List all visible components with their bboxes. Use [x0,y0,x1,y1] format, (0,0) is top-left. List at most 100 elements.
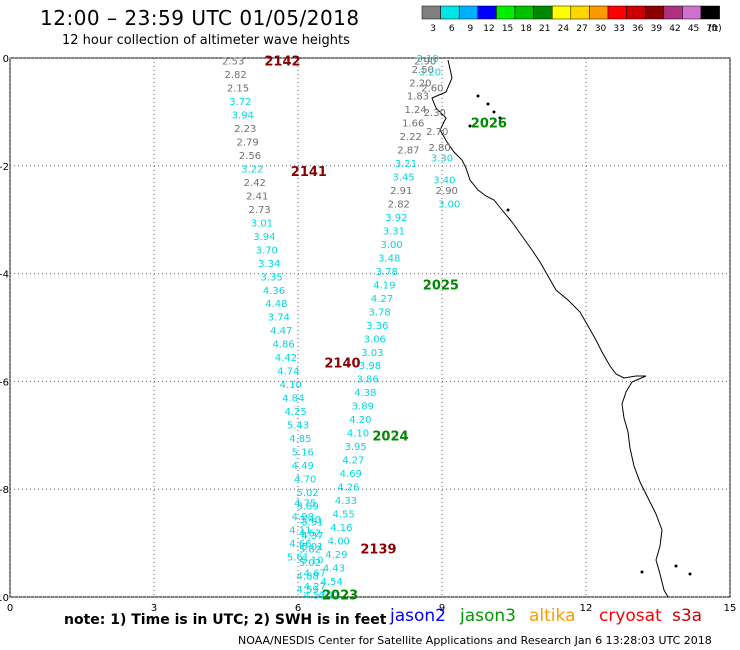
wave-height-value: 1.24 [404,105,426,116]
wave-height-value: 3.78 [376,267,398,278]
x-tick-label: 9 [439,603,445,614]
wave-height-value: 2.70 [426,127,448,138]
footer-note: note: 1) Time is in UTC; 2) SWH is in fe… [64,612,387,628]
wave-height-value: 4.69 [340,469,362,480]
wave-height-value: 3.95 [344,442,366,453]
wave-height-value: 3.34 [258,259,280,270]
wave-height-value: 4.59 [296,585,318,596]
wave-height-value: 3.94 [232,111,254,122]
wave-height-value: 1.83 [407,92,429,103]
wave-height-value: 3.89 [296,501,318,512]
wave-height-value: 4.98 [292,512,314,523]
x-tick-label: 3 [151,603,157,614]
track-label: 2024 [372,429,408,444]
island-marker [688,572,692,576]
wave-height-value: 4.38 [354,388,376,399]
wave-height-value: 4.47 [270,326,292,337]
island-marker [492,110,496,114]
wave-height-value: 3.94 [253,232,275,243]
legend-swatch [607,5,627,20]
wave-height-value: 3.30 [431,154,453,165]
island-marker [506,208,510,212]
wave-height-value: 3.89 [352,402,374,413]
wave-height-value: 2.20 [409,78,431,89]
wave-height-value: 3.72 [229,97,251,108]
wave-height-value: 3.70 [256,245,278,256]
wave-height-value: 4.67 [304,569,326,580]
wave-height-value: 4.29 [325,550,347,561]
wave-height-value: 3.74 [268,313,290,324]
wave-height-value: 2.90 [436,186,458,197]
wave-height-value: 3.00 [438,200,460,211]
track-label: 2139 [360,542,396,557]
wave-height-value: 2.53 [222,57,244,68]
wave-height-value: 2.91 [390,186,412,197]
legend-swatch [626,5,646,20]
wave-height-value: 2.90 [414,57,436,68]
wave-height-value: 2.41 [246,191,268,202]
wave-height-value: 3.22 [241,164,263,175]
wave-height-value: 4.62 [299,528,321,539]
wave-height-value: 4.36 [263,286,285,297]
wave-height-value: 5.02 [299,558,321,569]
legend-swatch [663,5,683,20]
legend-bin-label: 3 [430,24,436,34]
wave-height-value: 4.54 [320,577,342,588]
track-label: 2026 [471,117,507,132]
wave-height-value: 4.84 [282,394,304,405]
y-tick-label: -6 [0,377,9,388]
wave-height-value: 4.20 [349,415,371,426]
wave-height-value: 4.11 [289,526,311,537]
wave-height-value: 2.23 [234,124,256,135]
wave-height-value: 2.15 [227,84,249,95]
legend-swatch [477,5,497,20]
satellite-label-s3a: s3a [672,606,703,626]
island-marker [640,570,644,574]
wave-height-value: 3.92 [385,213,407,224]
track-label: 2140 [324,357,360,372]
legend-bin-label: 9 [467,24,473,34]
wave-height-value: 3.36 [366,321,388,332]
wave-height-value: 4.49 [292,461,314,472]
wave-height-value: 4.85 [289,434,311,445]
legend-unit: (ft) [708,24,722,34]
satellite-label-cryosat: cryosat [599,606,662,626]
wave-height-value: 2.82 [388,200,410,211]
wave-height-value: 3.86 [356,375,378,386]
legend-swatch [421,5,441,20]
track-label: 2023 [322,588,358,603]
wave-height-value: 4.25 [284,407,306,418]
legend-bin-label: 18 [520,24,532,34]
wave-height-value: 3.98 [359,361,381,372]
footer-credit: NOAA/NESDIS Center for Satellite Applica… [238,634,712,647]
legend-bin-label: 42 [669,24,680,34]
wave-height-value: 3.20 [419,67,441,78]
wave-height-value: 4.66 [289,539,311,550]
legend-swatch [440,5,460,20]
legend-swatch [551,5,572,20]
x-tick-label: 6 [295,603,301,614]
wave-height-value: 4.27 [342,456,364,467]
wave-height-value: 5.82 [299,544,321,555]
wave-height-value: 3.06 [364,334,386,345]
wave-height-value: 4.86 [272,340,294,351]
wave-height-value: 4.27 [304,582,326,593]
wave-height-value: 4.43 [323,563,345,574]
wave-height-value: 4.19 [373,280,395,291]
wave-height-value: 4.57 [304,590,326,601]
wave-height-value: 3.40 [299,515,321,526]
wave-height-value: 3.03 [361,348,383,359]
wave-height-value: 5.16 [292,447,314,458]
island-marker [476,94,480,98]
track-label: 2025 [423,278,459,293]
wave-height-value: 5.10 [301,555,323,566]
x-tick-label: 12 [580,603,593,614]
legend-swatch [682,5,702,20]
wave-height-value: 4.88 [296,571,318,582]
legend-swatch [514,5,534,20]
legend-bin-label: 6 [449,24,455,34]
legend-swatch [589,5,609,20]
chart-subtitle: 12 hour collection of altimeter wave hei… [62,33,350,48]
legend-bin-label: 21 [539,24,550,34]
